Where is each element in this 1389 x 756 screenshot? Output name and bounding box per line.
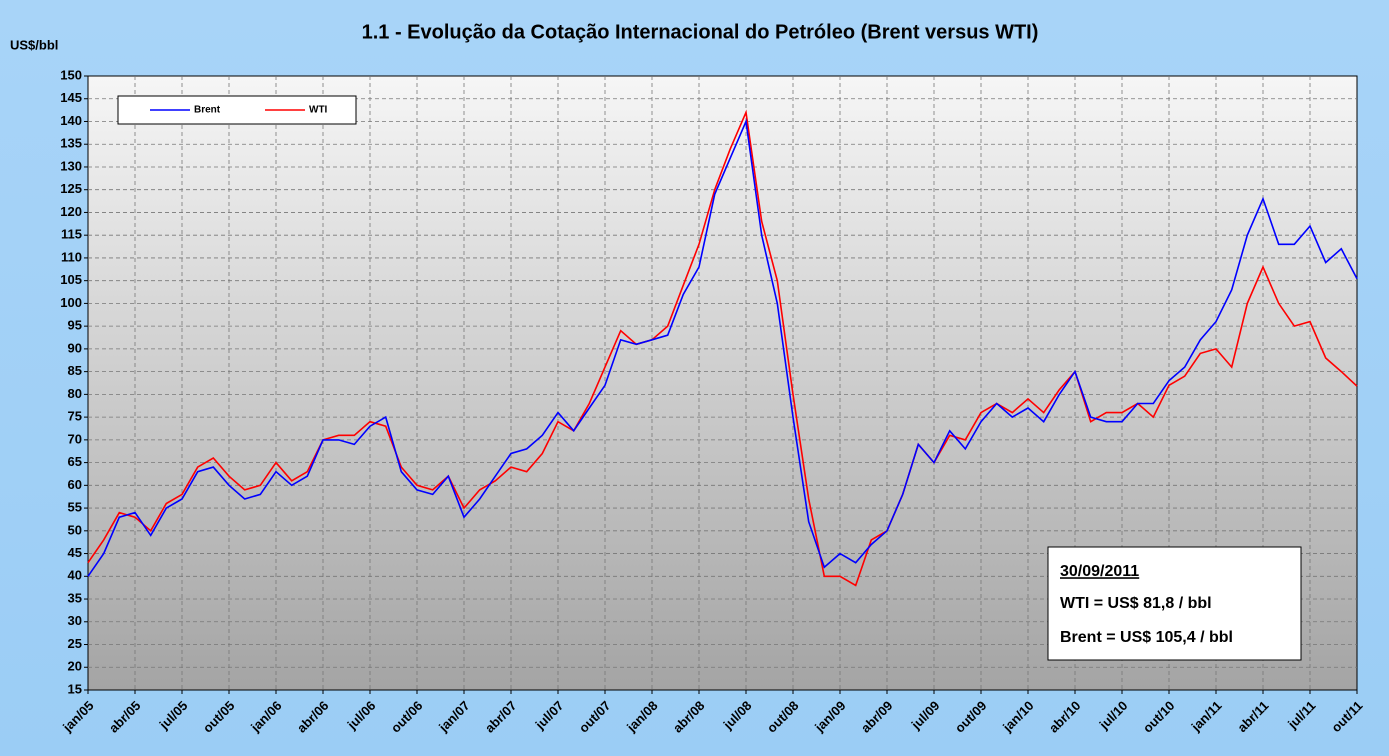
y-tick-label: 115 [61, 227, 82, 242]
y-tick-label: 100 [60, 295, 82, 310]
y-tick-label: 95 [68, 318, 82, 333]
y-tick-label: 105 [60, 272, 82, 287]
annotation-box [1047, 546, 1302, 661]
y-tick-label: 15 [68, 681, 82, 696]
annotation-date: 30/09/2011 [1060, 563, 1139, 580]
chart-title: 1.1 - Evolução da Cotação Internacional … [362, 21, 1039, 43]
y-tick-label: 70 [68, 431, 82, 446]
y-tick-label: 145 [60, 90, 82, 105]
y-tick-label: 85 [68, 363, 82, 378]
y-tick-label: 135 [60, 136, 82, 151]
y-tick-label: 75 [68, 409, 82, 424]
y-tick-label: 50 [68, 522, 82, 537]
y-tick-label: 140 [60, 113, 82, 128]
y-tick-label: 125 [60, 181, 82, 196]
y-tick-label: 45 [68, 545, 82, 560]
y-axis-label: US$/bbl [10, 37, 58, 52]
y-tick-label: 25 [68, 636, 82, 651]
y-tick-label: 30 [68, 613, 82, 628]
annotation-line: Brent = US$ 105,4 / bbl [1060, 629, 1233, 646]
y-tick-label: 55 [68, 500, 82, 515]
data-line [87, 109, 1358, 587]
y-tick-label: 150 [60, 67, 82, 82]
legend-label: WTI [309, 105, 328, 116]
y-tick-label: 60 [68, 477, 82, 492]
y-tick-label: 80 [68, 386, 82, 401]
data-line [87, 118, 1358, 577]
y-tick-label: 40 [68, 568, 82, 583]
y-tick-label: 120 [60, 204, 82, 219]
y-tick-label: 90 [68, 340, 82, 355]
y-tick-label: 20 [68, 659, 82, 674]
y-tick-label: 130 [60, 158, 82, 173]
annotation-line: WTI = US$ 81,8 / bbl [1060, 595, 1212, 612]
legend-label: Brent [194, 105, 221, 116]
y-tick-label: 35 [68, 590, 82, 605]
y-tick-label: 110 [61, 249, 82, 264]
y-tick-label: 65 [68, 454, 82, 469]
